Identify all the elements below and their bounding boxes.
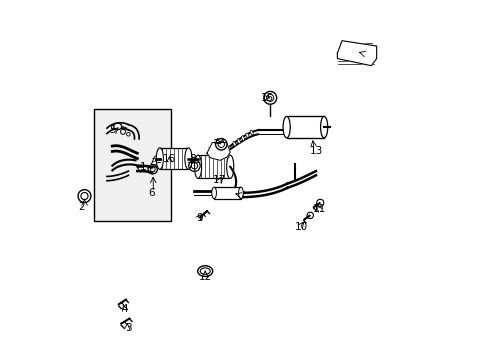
Ellipse shape — [241, 136, 244, 140]
Text: 2: 2 — [79, 202, 85, 212]
Text: 16: 16 — [163, 154, 176, 163]
Text: 10: 10 — [294, 222, 307, 232]
Text: 12: 12 — [198, 272, 211, 282]
Text: 8: 8 — [189, 154, 196, 163]
Bar — [286, 116, 324, 138]
Ellipse shape — [238, 187, 243, 199]
Ellipse shape — [249, 130, 253, 135]
Text: 9: 9 — [196, 212, 203, 222]
Ellipse shape — [200, 268, 210, 274]
Text: 6: 6 — [148, 188, 155, 198]
Ellipse shape — [211, 187, 216, 199]
Bar — [198, 155, 230, 178]
Ellipse shape — [197, 266, 212, 276]
Ellipse shape — [232, 141, 236, 146]
Polygon shape — [337, 41, 376, 66]
Text: 18: 18 — [355, 48, 368, 58]
Ellipse shape — [184, 148, 192, 169]
Text: 11: 11 — [312, 204, 325, 214]
Bar — [94, 109, 171, 221]
Ellipse shape — [283, 116, 290, 138]
Ellipse shape — [245, 133, 248, 138]
Ellipse shape — [226, 155, 233, 179]
Bar — [160, 148, 188, 169]
Text: 7: 7 — [237, 191, 244, 201]
Text: 4: 4 — [122, 303, 128, 314]
Ellipse shape — [237, 139, 240, 143]
Text: 14: 14 — [212, 139, 225, 149]
Polygon shape — [151, 155, 160, 167]
Text: 15: 15 — [261, 93, 274, 103]
Polygon shape — [206, 143, 230, 160]
Text: 13: 13 — [309, 147, 322, 157]
Text: 17: 17 — [212, 175, 225, 185]
Ellipse shape — [156, 148, 163, 169]
Bar — [214, 187, 241, 199]
Text: 5: 5 — [109, 125, 115, 135]
Ellipse shape — [194, 155, 201, 179]
Ellipse shape — [320, 116, 327, 138]
Text: 3: 3 — [125, 323, 131, 333]
Text: 1: 1 — [139, 162, 146, 172]
Ellipse shape — [114, 123, 122, 130]
